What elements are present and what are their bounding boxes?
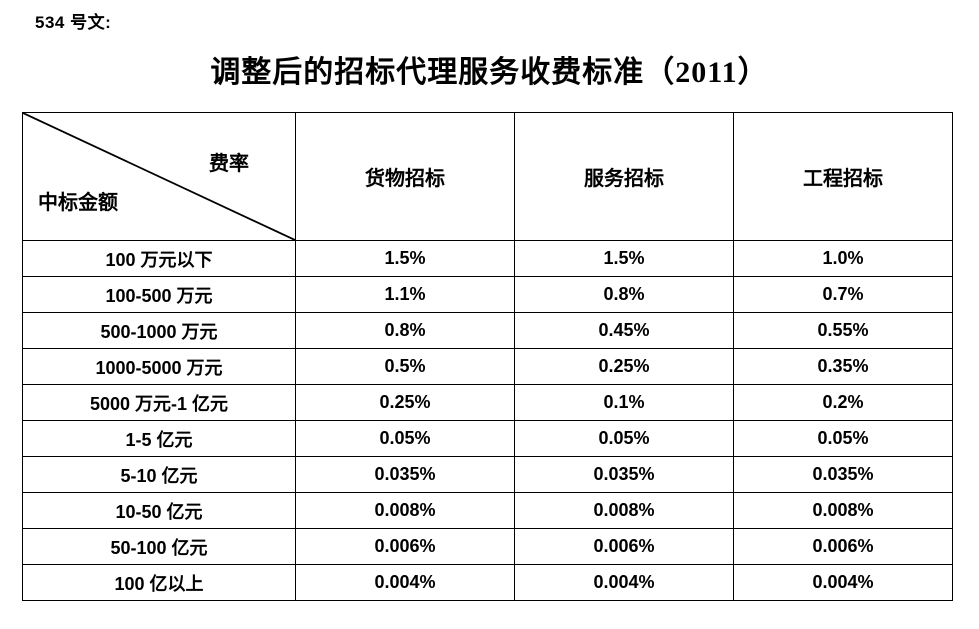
- row-label-amount-tier: 100-500 万元: [22, 276, 296, 313]
- rate-cell: 0.006%: [733, 528, 953, 565]
- rate-cell: 1.0%: [733, 240, 953, 277]
- table-row: 1000-5000 万元 0.5% 0.25% 0.35%: [22, 348, 953, 385]
- rate-cell: 0.035%: [733, 456, 953, 493]
- table-row: 10-50 亿元 0.008% 0.008% 0.008%: [22, 492, 953, 529]
- rate-cell: 0.035%: [514, 456, 734, 493]
- row-label-amount-tier: 100 万元以下: [22, 240, 296, 277]
- rate-cell: 0.008%: [514, 492, 734, 529]
- row-label-amount-tier: 5-10 亿元: [22, 456, 296, 493]
- rate-cell: 0.5%: [295, 348, 515, 385]
- rate-cell: 0.55%: [733, 312, 953, 349]
- row-label-amount-tier: 100 亿以上: [22, 564, 296, 601]
- rate-cell: 0.006%: [295, 528, 515, 565]
- row-label-amount-tier: 1-5 亿元: [22, 420, 296, 457]
- table-row: 100-500 万元 1.1% 0.8% 0.7%: [22, 276, 953, 313]
- row-label-amount-tier: 10-50 亿元: [22, 492, 296, 529]
- rate-cell: 0.004%: [295, 564, 515, 601]
- rate-cell: 0.1%: [514, 384, 734, 421]
- rate-cell: 1.5%: [295, 240, 515, 277]
- table-row: 100 亿以上 0.004% 0.004% 0.004%: [22, 564, 953, 601]
- document-number-label: 534 号文:: [35, 13, 112, 32]
- table-row: 50-100 亿元 0.006% 0.006% 0.006%: [22, 528, 953, 565]
- column-header-engineering-bidding: 工程招标: [733, 112, 953, 241]
- rate-cell: 0.008%: [295, 492, 515, 529]
- rate-cell: 0.8%: [514, 276, 734, 313]
- table-row: 5000 万元-1 亿元 0.25% 0.1% 0.2%: [22, 384, 953, 421]
- rate-cell: 0.7%: [733, 276, 953, 313]
- rate-cell: 0.05%: [514, 420, 734, 457]
- row-label-amount-tier: 5000 万元-1 亿元: [22, 384, 296, 421]
- table-row: 500-1000 万元 0.8% 0.45% 0.55%: [22, 312, 953, 349]
- diagonal-divider-line: [23, 113, 295, 240]
- page-title: 调整后的招标代理服务收费标准（2011）: [210, 56, 769, 89]
- corner-label-bid-amount: 中标金额: [38, 192, 118, 214]
- rate-cell: 0.25%: [514, 348, 734, 385]
- table-body: 100 万元以下 1.5% 1.5% 1.0% 100-500 万元 1.1% …: [22, 240, 953, 601]
- rate-cell: 0.45%: [514, 312, 734, 349]
- diagonal-corner-cell: 费率 中标金额: [22, 112, 296, 241]
- rate-cell: 0.25%: [295, 384, 515, 421]
- corner-label-rate: 费率: [209, 153, 249, 175]
- fee-rate-table: 费率 中标金额 货物招标 服务招标 工程招标 100 万元以下 1.5% 1.5…: [22, 112, 953, 601]
- rate-cell: 0.8%: [295, 312, 515, 349]
- table-header-row: 费率 中标金额 货物招标 服务招标 工程招标: [22, 112, 953, 241]
- rate-cell: 0.2%: [733, 384, 953, 421]
- table-row: 1-5 亿元 0.05% 0.05% 0.05%: [22, 420, 953, 457]
- row-label-amount-tier: 1000-5000 万元: [22, 348, 296, 385]
- column-header-service-bidding: 服务招标: [514, 112, 734, 241]
- table-row: 5-10 亿元 0.035% 0.035% 0.035%: [22, 456, 953, 493]
- table-row: 100 万元以下 1.5% 1.5% 1.0%: [22, 240, 953, 277]
- rate-cell: 0.004%: [514, 564, 734, 601]
- rate-cell: 0.006%: [514, 528, 734, 565]
- rate-cell: 0.05%: [733, 420, 953, 457]
- row-label-amount-tier: 500-1000 万元: [22, 312, 296, 349]
- column-header-goods-bidding: 货物招标: [295, 112, 515, 241]
- rate-cell: 0.004%: [733, 564, 953, 601]
- rate-cell: 1.5%: [514, 240, 734, 277]
- rate-cell: 0.035%: [295, 456, 515, 493]
- rate-cell: 0.05%: [295, 420, 515, 457]
- rate-cell: 0.35%: [733, 348, 953, 385]
- rate-cell: 0.008%: [733, 492, 953, 529]
- rate-cell: 1.1%: [295, 276, 515, 313]
- row-label-amount-tier: 50-100 亿元: [22, 528, 296, 565]
